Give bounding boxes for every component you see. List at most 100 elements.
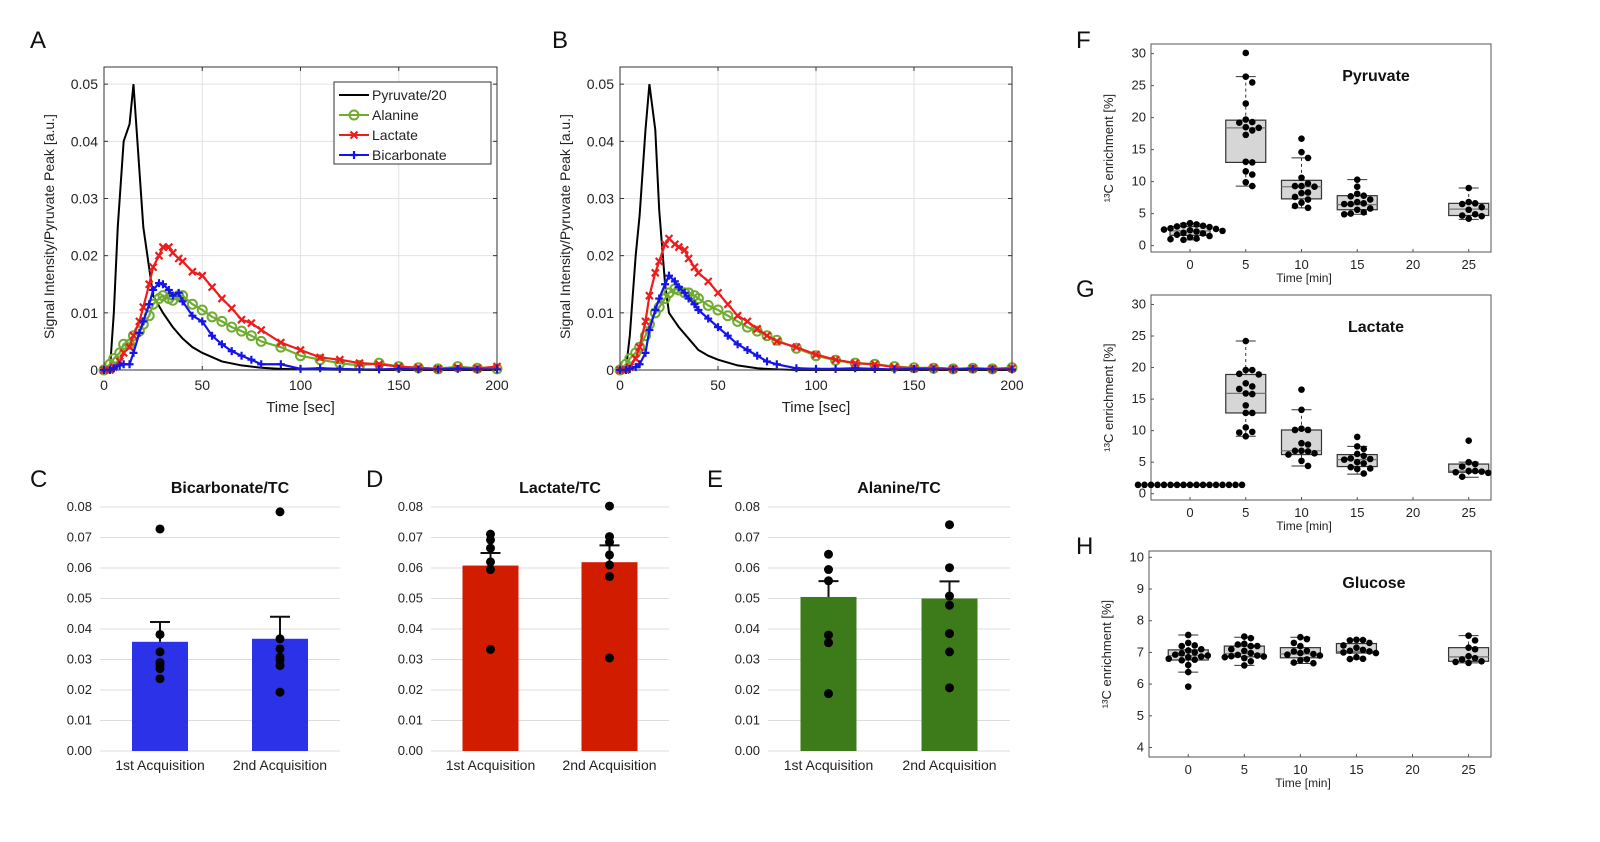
y-tick-label: 0.02 xyxy=(67,682,92,697)
x-tick-label: 0 xyxy=(1185,762,1192,777)
data-point xyxy=(1353,206,1361,214)
data-point xyxy=(1304,441,1312,448)
data-point-bicarbonate xyxy=(257,360,266,369)
data-point-bicarbonate xyxy=(208,331,217,340)
data-point-lactate xyxy=(148,262,158,272)
data-point-lactate xyxy=(752,324,762,334)
x-tick-label: 25 xyxy=(1461,257,1475,272)
data-point-bicarbonate xyxy=(723,331,732,340)
data-point-bicarbonate xyxy=(733,340,742,349)
data-point xyxy=(1242,366,1250,374)
data-point xyxy=(1316,652,1324,659)
x-tick-label: 150 xyxy=(387,377,411,393)
data-point xyxy=(1478,468,1486,475)
data-point-bicarbonate xyxy=(473,365,482,374)
data-point-bicarbonate xyxy=(684,294,693,303)
data-point xyxy=(155,664,165,674)
data-point xyxy=(1254,652,1261,659)
x-category-label: 1st Acquisition xyxy=(446,757,536,773)
y-tick-label: 0.05 xyxy=(587,76,614,92)
data-point xyxy=(1180,481,1187,489)
y-tick-label: 0.07 xyxy=(67,530,92,545)
data-point xyxy=(1465,652,1472,660)
data-point xyxy=(1465,644,1472,651)
x-category-label: 2nd Acquisition xyxy=(233,757,327,773)
data-point xyxy=(1353,183,1361,191)
y-tick-label: 0 xyxy=(1139,486,1146,501)
x-tick-label: 100 xyxy=(289,377,313,393)
data-point-lactate xyxy=(237,315,246,324)
data-point-bicarbonate xyxy=(414,365,423,374)
data-point-lactate xyxy=(178,257,187,266)
data-point-alanine xyxy=(692,293,704,305)
data-point-lactate xyxy=(684,254,693,263)
y-tick-label: 8 xyxy=(1137,613,1144,628)
chart-a: 0 50 100 150 200 0 0.01 0.02 0.03 0.04 0.05 Time [s… xyxy=(41,66,509,416)
chart-c: Bicarbonate/TC 0.00 0.01 0.02 0.03 0.04 0.05 0.… xyxy=(67,480,340,773)
data-point xyxy=(1178,650,1186,657)
data-point xyxy=(1248,366,1256,374)
data-point xyxy=(1178,657,1186,664)
data-point xyxy=(1471,645,1479,653)
data-point xyxy=(1298,439,1305,447)
data-point xyxy=(1225,481,1233,489)
data-point xyxy=(1167,225,1174,232)
data-point xyxy=(1191,642,1199,649)
y-tick-label: 0 xyxy=(606,362,614,378)
data-point-lactate xyxy=(207,282,217,292)
data-point-lactate xyxy=(713,288,723,298)
data-point xyxy=(1298,425,1305,433)
data-point-bicarbonate xyxy=(949,365,958,374)
data-point xyxy=(1452,658,1459,666)
data-point xyxy=(1284,651,1291,658)
data-point-bicarbonate xyxy=(851,364,860,373)
y-tick-label: 10 xyxy=(1132,174,1146,189)
data-point xyxy=(1298,189,1305,197)
data-point xyxy=(1298,447,1305,455)
data-point-alanine xyxy=(157,290,169,302)
data-point xyxy=(1184,647,1192,654)
x-tick-label: 50 xyxy=(194,377,210,393)
legend-marker xyxy=(348,109,360,121)
y-tick-label: 0.02 xyxy=(735,682,760,697)
data-point xyxy=(1186,481,1194,489)
data-point-lactate xyxy=(674,242,684,252)
data-point xyxy=(275,507,285,517)
data-point xyxy=(1242,131,1250,139)
panel-label-g: G xyxy=(1076,276,1095,303)
data-point xyxy=(1303,647,1311,655)
data-point xyxy=(1241,647,1248,655)
x-category-label: 2nd Acquisition xyxy=(562,757,656,773)
data-point xyxy=(1304,154,1312,162)
y-tick-label: 4 xyxy=(1137,739,1144,754)
data-point xyxy=(1228,652,1235,660)
data-point xyxy=(1366,455,1374,463)
data-point xyxy=(275,634,285,644)
data-point-lactate xyxy=(154,251,164,260)
y-tick-label: 0.02 xyxy=(587,248,614,264)
data-point xyxy=(1235,119,1243,127)
data-point xyxy=(275,644,285,654)
y-tick-label: 5 xyxy=(1139,454,1146,469)
data-point xyxy=(1304,189,1312,196)
data-point xyxy=(1360,460,1368,467)
data-point xyxy=(1353,198,1361,206)
data-point xyxy=(1360,470,1368,477)
data-point xyxy=(1346,637,1354,644)
data-point xyxy=(945,683,954,693)
data-point xyxy=(1242,380,1250,387)
data-point-lactate xyxy=(694,268,703,278)
data-point-alanine xyxy=(761,330,773,342)
data-point xyxy=(824,565,833,575)
data-point xyxy=(1186,219,1194,227)
data-point xyxy=(1471,637,1479,644)
data-point xyxy=(1298,199,1305,207)
data-point xyxy=(1353,458,1361,466)
data-point xyxy=(945,563,954,573)
data-point xyxy=(1186,226,1194,234)
x-tick-label: 25 xyxy=(1461,762,1475,777)
data-point xyxy=(1241,640,1248,648)
data-point xyxy=(1248,409,1256,417)
data-point xyxy=(1346,647,1354,655)
data-point xyxy=(1242,49,1250,57)
